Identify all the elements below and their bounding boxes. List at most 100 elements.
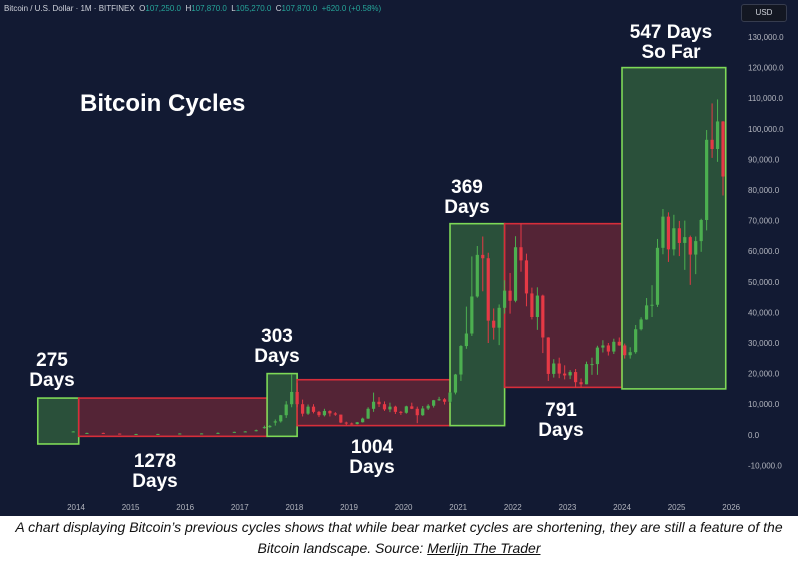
change-value: +620.0 (+0.58%) [321,4,382,13]
chart-title: Bitcoin Cycles [80,90,246,117]
candle-body-37 [393,406,398,412]
candle-body-89 [677,228,681,243]
y-tick-label: 80,000.0 [748,186,780,195]
candle-body-5 [134,434,138,436]
cycle-label-3-line-2: Days [254,345,300,367]
candle-body-46 [442,399,447,402]
close-value: 107,870.0 [281,4,318,13]
candle-body-57 [503,290,507,308]
y-tick-label: 70,000.0 [748,217,780,226]
candle-body-34 [377,401,381,405]
candle-body-95 [710,139,714,149]
candle-body-20 [300,404,305,414]
candle-body-56 [497,307,501,328]
candle-body-75 [601,345,605,348]
candle-body-80 [628,352,632,356]
candle-body-32 [366,408,370,419]
candle-body-64 [541,295,545,338]
cycle-label-4-line-2: Days [349,456,395,478]
symbol-label[interactable]: Bitcoin / U.S. Dollar · 1M · BITFINEX [4,4,135,13]
chart-svg: 130,000.0 120,000.0 110,000.0 100,000.0 90,0… [36,33,784,512]
x-tick-label: 2017 [231,503,249,512]
candle-body-41 [415,408,419,416]
y-tick-label: 110,000.0 [748,94,784,103]
bear-cycle-box-6 [503,222,623,389]
cycle-label-4: 1004 Days [337,438,407,478]
candle-body-33 [371,401,376,409]
candle-body-21 [306,406,310,414]
candle-body-82 [639,319,643,330]
candle-body-54 [486,258,490,321]
candle-body-45 [437,399,441,401]
cycle-label-2: 1278 Days [120,452,190,492]
open-label: O [139,4,146,13]
low-value: 105,270.0 [235,4,272,13]
candle-body-76 [606,345,610,352]
candle-body-39 [404,406,408,413]
y-tick-label: 20,000.0 [748,370,780,379]
candle-body-30 [355,422,359,425]
y-tick-label: 0.0 [748,431,760,440]
cycle-label-7-line-1: 547 Days [629,22,713,43]
close-label: C [275,4,282,13]
candle-body-3 [101,432,105,434]
cycle-label-1-line-2: Days [29,369,75,391]
high-label: H [185,4,192,13]
candle-body-9 [216,432,220,434]
candle-body-65 [546,337,550,374]
candle-body-78 [617,341,621,346]
y-tick-label: 100,000.0 [748,125,784,134]
candle-body-52 [475,254,479,297]
cycle-label-6-line-1: 791 [545,400,577,421]
candle-body-74 [595,347,600,365]
candle-body-43 [426,405,430,409]
x-tick-label: 2025 [668,503,686,512]
candle-body-84 [650,304,654,306]
currency-button[interactable]: USD [741,4,787,22]
candle-body-73 [590,364,594,366]
x-tick-label: 2015 [122,503,140,512]
candle-body-68 [563,373,567,376]
y-tick-label: 130,000.0 [748,33,784,42]
cycle-label-7: 547 Days So Far [612,23,730,63]
candle-body-22 [311,406,316,412]
candle-body-2 [85,432,89,434]
cycle-label-1: 275 Days [20,351,84,391]
candle-body-24 [322,410,327,416]
y-tick-label: 120,000.0 [748,64,784,73]
candle-body-12 [254,430,258,432]
candle-body-11 [243,431,247,433]
x-tick-label: 2022 [504,503,522,512]
low-label: L [231,4,236,13]
y-tick-label: 60,000.0 [748,247,780,256]
price-header: Bitcoin / U.S. Dollar · 1M · BITFINEX O 1… [4,4,381,13]
candle-body-10 [232,431,236,433]
x-tick-label: 2018 [286,503,304,512]
candle-body-4 [118,433,122,435]
x-tick-label: 2014 [67,503,85,512]
chart-panel: 130,000.0 120,000.0 110,000.0 100,000.0 90,0… [0,0,798,516]
candle-body-50 [464,333,468,347]
candle-body-70 [573,372,578,383]
cycle-label-6-line-2: Days [538,419,584,441]
candle-body-72 [584,364,589,385]
candle-body-63 [535,295,539,317]
candle-body-66 [552,363,556,374]
candle-body-35 [382,404,387,410]
candle-body-48 [453,374,458,393]
candle-body-14 [268,425,272,428]
candle-body-90 [683,237,687,243]
candle-body-87 [666,216,671,250]
candle-body-29 [350,423,354,425]
candle-body-36 [388,406,392,410]
bull-cycle-box-1 [36,397,80,445]
candle-body-23 [317,411,321,416]
candle-body-13 [262,427,266,429]
y-tick-label: 10,000.0 [748,400,780,409]
candle-body-92 [694,241,698,255]
source-link[interactable]: Merlijn The Trader [427,540,541,556]
cycle-label-5-line-2: Days [444,196,490,218]
y-tick-label: -10,000.0 [748,461,782,470]
cycle-label-6: 791 Days [528,401,594,441]
candle-body-16 [279,415,283,422]
